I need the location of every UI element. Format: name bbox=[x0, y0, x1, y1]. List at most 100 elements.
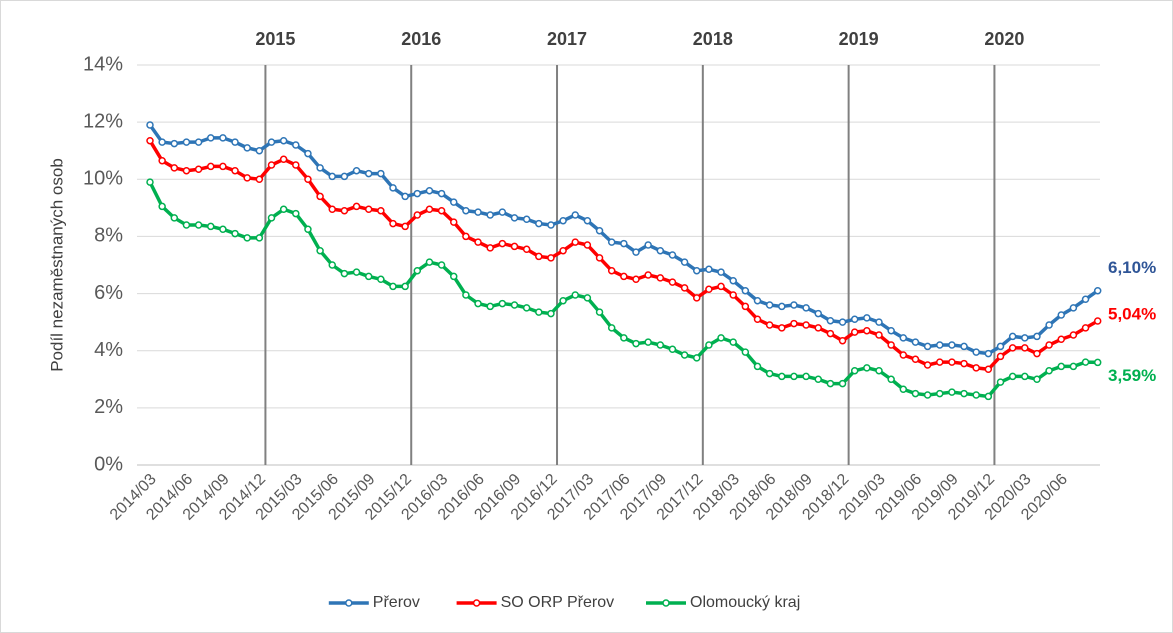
point-marker bbox=[1008, 372, 1017, 381]
end-label: 5,04% bbox=[1108, 304, 1156, 323]
point-marker bbox=[741, 348, 750, 356]
point-marker bbox=[1081, 358, 1090, 366]
point-marker bbox=[620, 272, 628, 281]
point-marker bbox=[632, 339, 640, 348]
point-marker bbox=[850, 366, 859, 375]
point-marker bbox=[292, 161, 300, 169]
point-marker bbox=[413, 211, 422, 219]
point-marker bbox=[207, 222, 215, 231]
point-marker bbox=[705, 285, 713, 294]
point-marker bbox=[207, 134, 215, 142]
point-marker bbox=[243, 174, 251, 182]
y-tick-label: 14% bbox=[83, 53, 123, 75]
point-marker bbox=[668, 345, 677, 354]
point-marker bbox=[1069, 304, 1078, 312]
point-marker bbox=[826, 379, 835, 388]
point-marker bbox=[231, 166, 239, 175]
point-marker bbox=[279, 136, 288, 145]
point-marker bbox=[850, 328, 859, 336]
point-marker bbox=[1093, 317, 1102, 325]
point-marker bbox=[377, 169, 385, 178]
point-marker bbox=[984, 349, 993, 358]
year-label: 2015 bbox=[255, 29, 295, 49]
point-marker bbox=[607, 266, 616, 275]
point-marker bbox=[693, 266, 701, 275]
point-marker bbox=[170, 139, 179, 148]
point-marker bbox=[304, 225, 312, 234]
point-marker bbox=[583, 294, 592, 302]
point-marker bbox=[984, 392, 993, 401]
point-marker bbox=[182, 166, 191, 175]
y-tick-label: 8% bbox=[94, 225, 123, 247]
point-marker bbox=[267, 138, 276, 146]
point-marker bbox=[1021, 344, 1029, 352]
point-marker bbox=[364, 205, 373, 214]
y-axis-label: Podíl nezaměstnaných osob bbox=[47, 158, 66, 372]
point-marker bbox=[1069, 362, 1078, 371]
point-marker bbox=[413, 266, 422, 275]
y-tick-label: 0% bbox=[94, 453, 123, 475]
point-marker bbox=[996, 378, 1005, 386]
point-marker bbox=[559, 216, 567, 225]
point-marker bbox=[863, 326, 871, 335]
point-marker bbox=[389, 184, 397, 192]
point-marker bbox=[316, 246, 324, 255]
point-marker bbox=[1093, 358, 1102, 367]
point-marker bbox=[826, 329, 835, 338]
point-marker bbox=[510, 242, 519, 251]
point-marker bbox=[790, 372, 798, 381]
point-marker bbox=[595, 308, 604, 316]
point-marker bbox=[948, 341, 956, 349]
point-marker bbox=[875, 318, 883, 326]
point-marker bbox=[243, 234, 251, 242]
point-marker bbox=[219, 225, 227, 234]
point-marker bbox=[668, 251, 677, 259]
point-marker bbox=[474, 208, 482, 216]
point-marker bbox=[292, 141, 300, 149]
point-marker bbox=[911, 338, 920, 346]
point-marker bbox=[887, 341, 895, 349]
point-marker bbox=[1021, 334, 1029, 342]
point-marker bbox=[778, 372, 786, 381]
point-marker bbox=[304, 175, 312, 184]
point-marker bbox=[510, 301, 519, 309]
point-marker bbox=[535, 308, 543, 316]
point-marker bbox=[146, 136, 154, 145]
point-marker bbox=[729, 276, 737, 285]
point-marker bbox=[401, 282, 409, 291]
point-marker bbox=[583, 241, 592, 249]
point-marker bbox=[1045, 366, 1053, 375]
point-marker bbox=[364, 272, 373, 281]
point-marker bbox=[753, 296, 762, 305]
point-marker bbox=[838, 336, 847, 345]
point-marker bbox=[559, 296, 567, 305]
legend-label: Přerov bbox=[373, 594, 420, 611]
point-marker bbox=[352, 202, 361, 211]
point-marker bbox=[632, 248, 640, 256]
point-marker bbox=[644, 338, 652, 346]
end-label: 3,59% bbox=[1108, 366, 1156, 385]
point-marker bbox=[887, 375, 895, 384]
point-marker bbox=[863, 314, 871, 322]
point-marker bbox=[875, 366, 883, 375]
point-marker bbox=[304, 149, 312, 158]
point-marker bbox=[680, 258, 689, 266]
point-marker bbox=[559, 246, 567, 255]
point-marker bbox=[1008, 344, 1017, 352]
point-marker bbox=[790, 301, 798, 309]
point-marker bbox=[1069, 331, 1078, 339]
point-marker bbox=[328, 261, 336, 269]
point-marker bbox=[547, 221, 555, 229]
point-marker bbox=[814, 375, 822, 384]
point-marker bbox=[498, 239, 507, 248]
point-marker bbox=[450, 218, 458, 226]
point-marker bbox=[632, 275, 640, 284]
point-marker bbox=[401, 222, 409, 231]
point-marker bbox=[474, 238, 482, 246]
point-marker bbox=[486, 302, 494, 311]
point-marker bbox=[474, 299, 482, 308]
point-marker bbox=[923, 361, 932, 369]
point-marker bbox=[814, 324, 822, 332]
point-marker bbox=[146, 178, 154, 186]
